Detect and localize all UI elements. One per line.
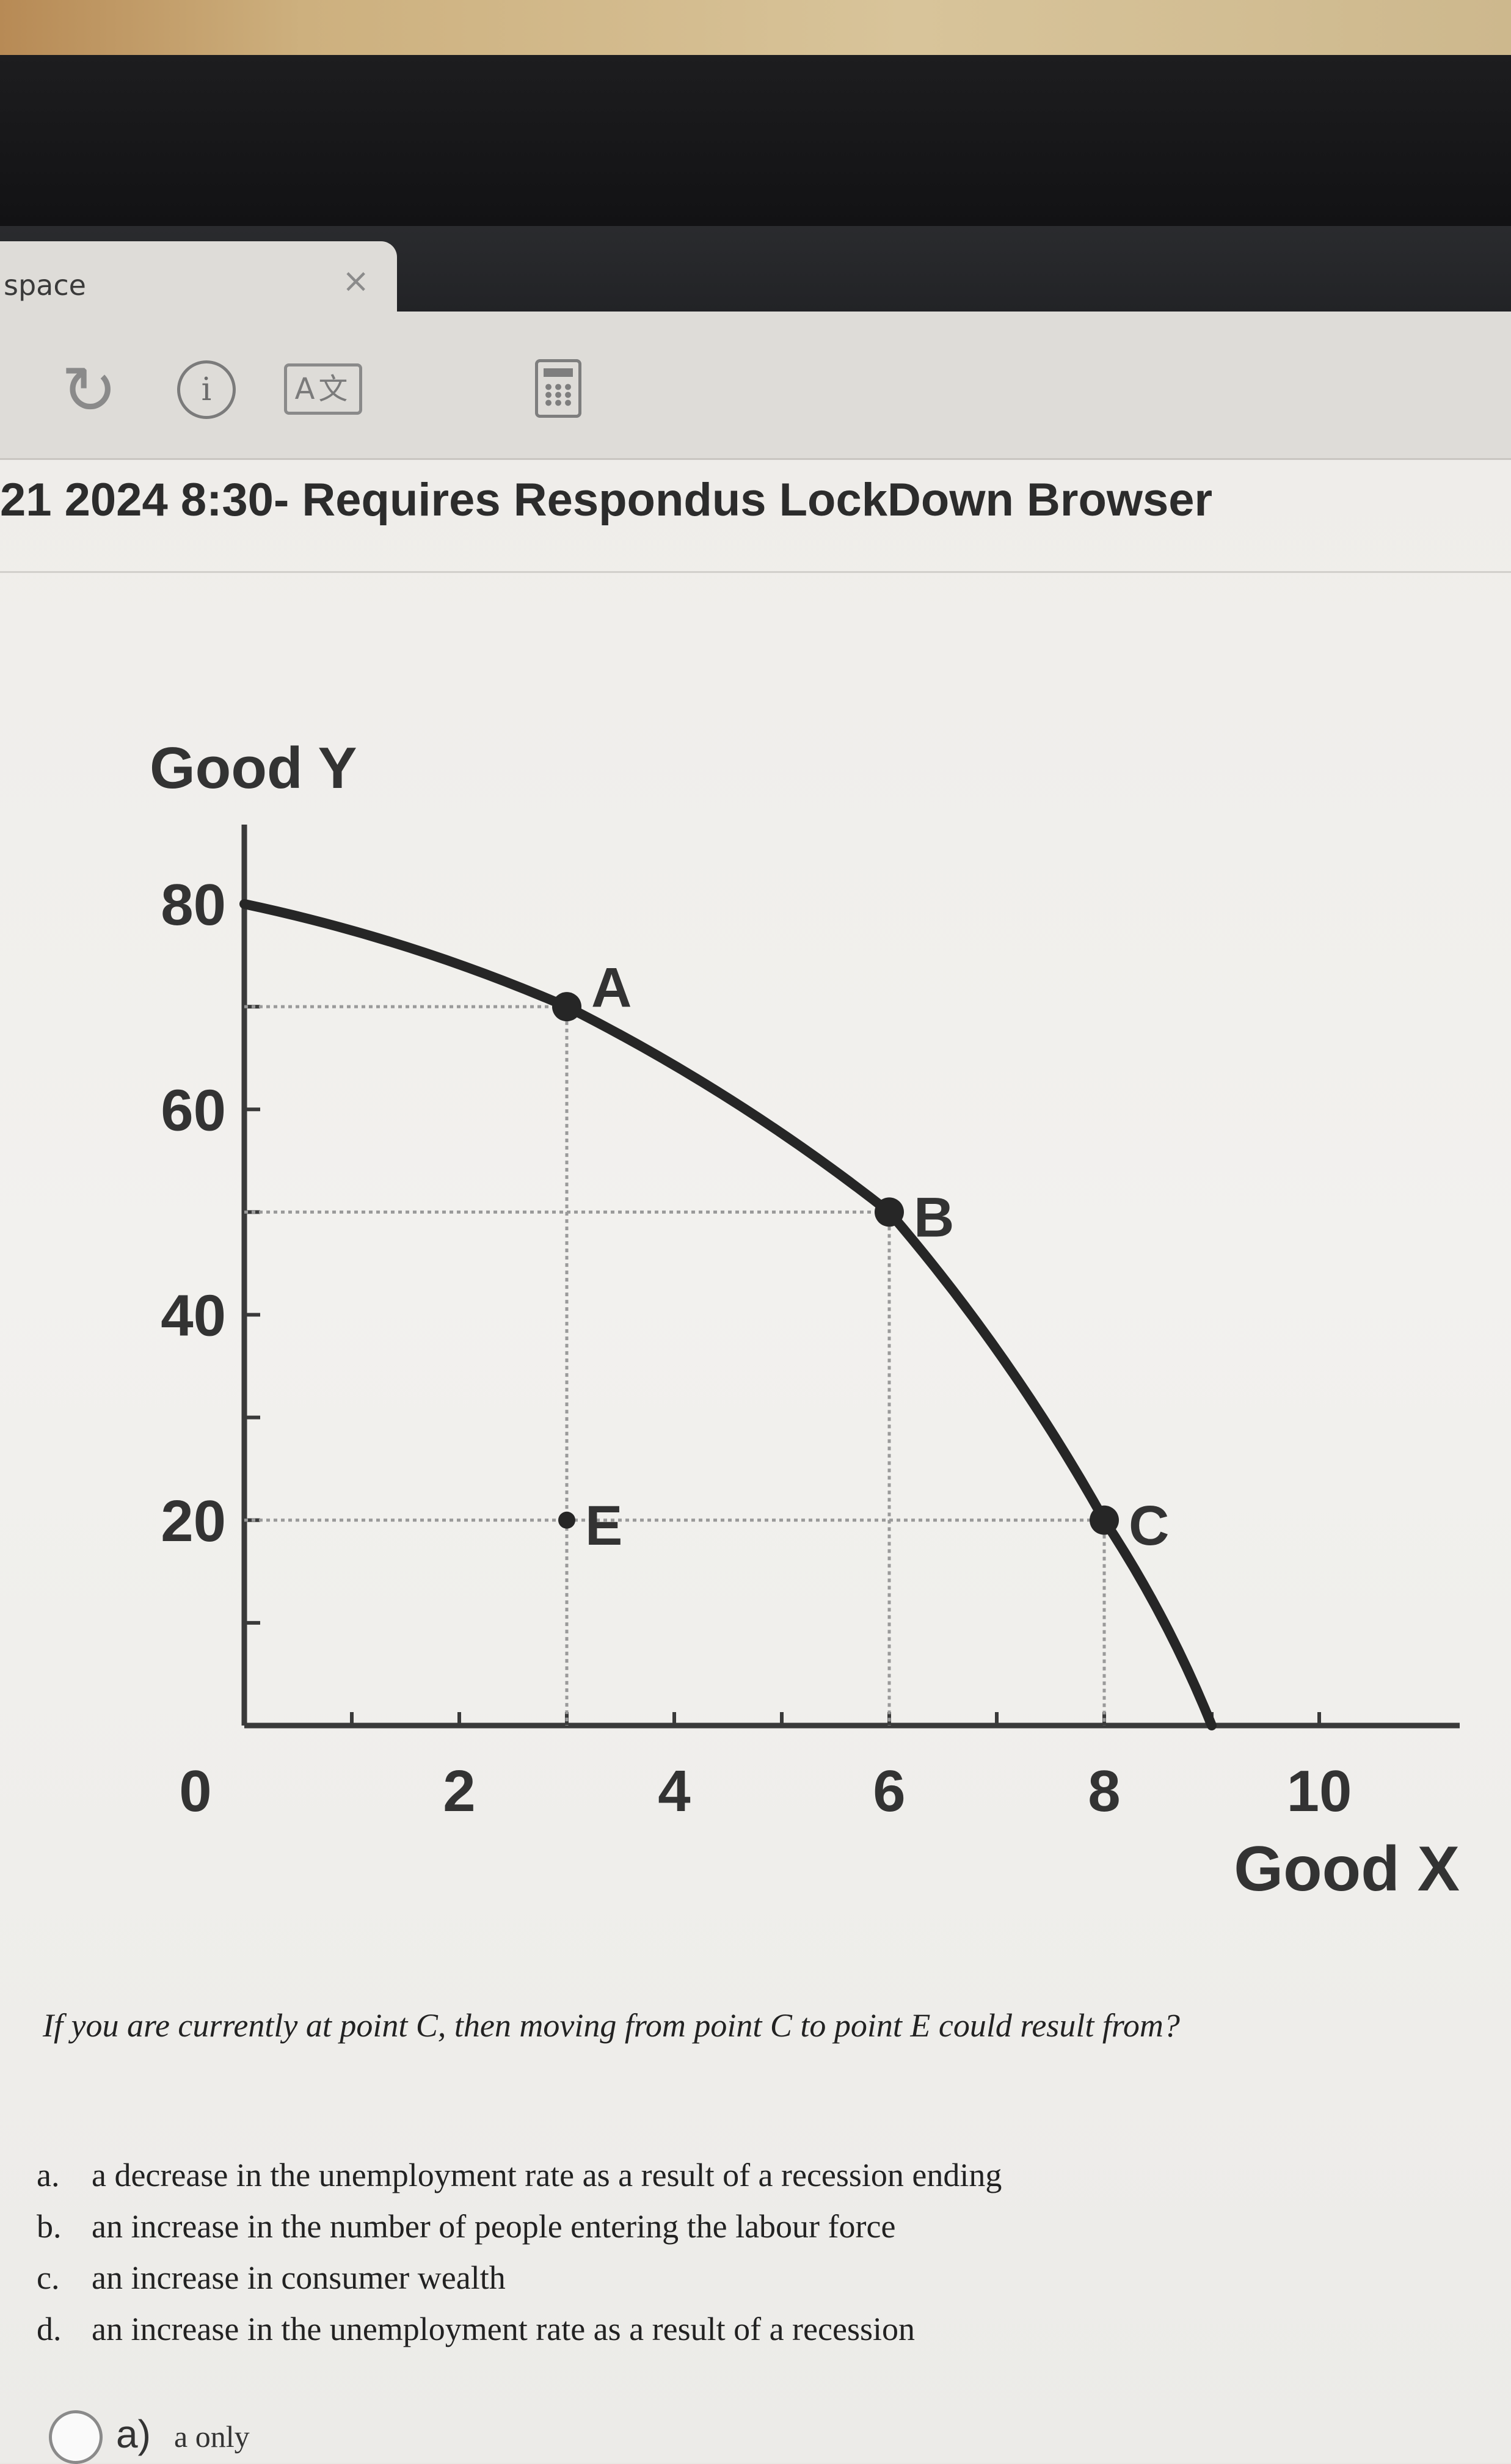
answer-text: a only bbox=[174, 2419, 250, 2454]
statement-item: c. an increase in consumer wealth bbox=[37, 2259, 506, 2296]
x-tick-label: 4 bbox=[658, 1759, 690, 1824]
question-text: If you are currently at point C, then mo… bbox=[43, 2007, 1180, 2044]
title-divider bbox=[0, 571, 1511, 573]
browser-tab[interactable] bbox=[0, 241, 397, 312]
reload-icon[interactable]: ↻ bbox=[61, 351, 118, 429]
calculator-icon[interactable] bbox=[535, 359, 581, 418]
point-b bbox=[875, 1197, 904, 1227]
point-label: C bbox=[1129, 1495, 1169, 1557]
radio-button[interactable] bbox=[49, 2410, 103, 2464]
point-label: E bbox=[585, 1495, 622, 1557]
y-tick-label: 80 bbox=[161, 872, 226, 938]
ppf-curve bbox=[239, 899, 1217, 1730]
info-icon[interactable]: i bbox=[177, 360, 236, 419]
translate-icon[interactable]: A文 bbox=[284, 363, 362, 415]
statement-item: a. a decrease in the unemployment rate as… bbox=[37, 2157, 1002, 2193]
page-content bbox=[0, 460, 1511, 2463]
x-axis-label: Good X bbox=[1234, 1834, 1460, 1904]
point-label: B bbox=[914, 1186, 954, 1248]
monitor-bezel bbox=[0, 55, 1511, 226]
y-axis-label: Good Y bbox=[150, 735, 357, 801]
statement-list: a. a decrease in the unemployment rate as… bbox=[37, 2156, 1002, 2361]
x-tick-label: 0 bbox=[179, 1759, 211, 1824]
y-tick-label: 20 bbox=[161, 1489, 226, 1554]
x-tick-label: 10 bbox=[1287, 1759, 1352, 1824]
tab-title: space bbox=[4, 269, 86, 302]
x-tick-label: 2 bbox=[443, 1759, 475, 1824]
background-photo bbox=[0, 0, 1511, 55]
x-tick-label: 6 bbox=[873, 1759, 905, 1824]
page-title: 21 2024 8:30- Requires Respondus LockDow… bbox=[0, 474, 1213, 526]
browser-toolbar bbox=[0, 312, 1511, 460]
statement-item: d. an increase in the unemployment rate a… bbox=[37, 2311, 915, 2347]
y-tick-label: 60 bbox=[161, 1077, 226, 1143]
point-a bbox=[552, 992, 581, 1022]
ppf-chart: 0 2 4 6 8 10 20 40 60 80 Good Y Good X A B C E bbox=[150, 735, 1460, 1904]
point-e bbox=[558, 1511, 575, 1529]
answer-letter: a) bbox=[116, 2412, 151, 2456]
close-icon[interactable]: × bbox=[342, 261, 370, 300]
y-tick-label: 40 bbox=[161, 1283, 226, 1349]
statement-item: b. an increase in the number of people en… bbox=[37, 2208, 896, 2245]
point-c bbox=[1090, 1505, 1119, 1535]
x-tick-label: 8 bbox=[1088, 1759, 1120, 1824]
point-label: A bbox=[591, 957, 632, 1019]
